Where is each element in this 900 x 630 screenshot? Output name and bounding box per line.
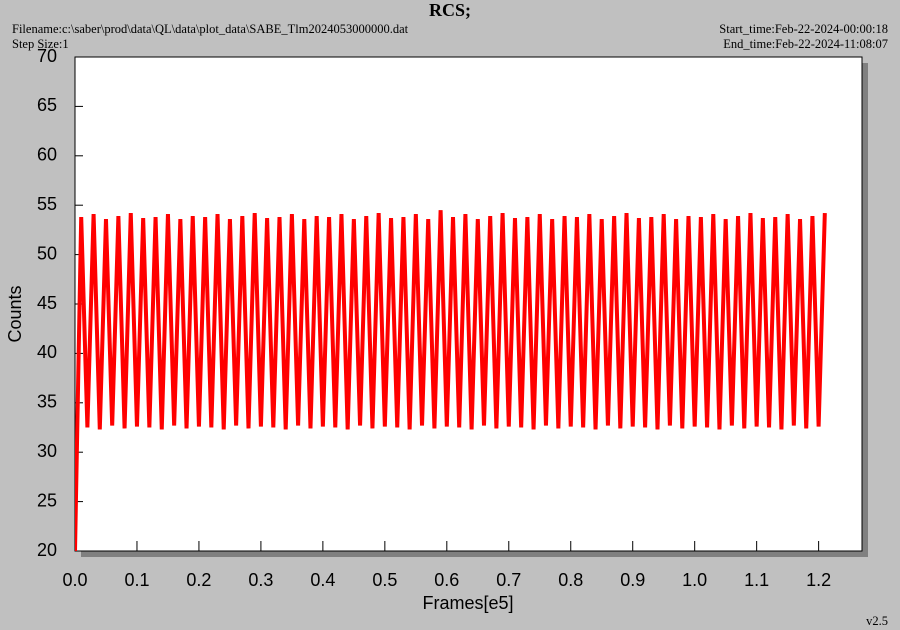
y-tick-label: 35 [37, 392, 57, 412]
y-tick-label: 55 [37, 194, 57, 214]
y-tick-label: 20 [37, 540, 57, 560]
chart-title: RCS; [429, 0, 471, 20]
y-tick-label: 65 [37, 95, 57, 115]
step-size: Step Size:1 [12, 37, 69, 51]
y-tick-label: 30 [37, 441, 57, 461]
x-tick-label: 0.2 [186, 570, 211, 590]
end-time: End_time:Feb-22-2024-11:08:07 [723, 37, 888, 51]
y-tick-label: 70 [37, 46, 57, 66]
x-tick-label: 0.6 [434, 570, 459, 590]
data-line [75, 210, 827, 551]
filename: Filename:c:\saber\prod\data\QL\data\plot… [12, 22, 409, 36]
x-tick-label: 0.9 [620, 570, 645, 590]
version: v2.5 [866, 614, 888, 628]
y-tick-label: 45 [37, 293, 57, 313]
y-tick-label: 50 [37, 243, 57, 263]
x-tick-label: 0.0 [62, 570, 87, 590]
x-tick-label: 0.7 [496, 570, 521, 590]
x-tick-label: 1.1 [744, 570, 769, 590]
x-tick-label: 0.4 [310, 570, 335, 590]
x-tick-label: 0.5 [372, 570, 397, 590]
y-tick-label: 60 [37, 145, 57, 165]
x-tick-label: 1.2 [806, 570, 831, 590]
x-tick-label: 0.1 [124, 570, 149, 590]
start-time: Start_time:Feb-22-2024-00:00:18 [719, 22, 888, 36]
x-tick-label: 0.8 [558, 570, 583, 590]
x-axis-label: Frames[e5] [422, 593, 513, 613]
x-tick-label: 0.3 [248, 570, 273, 590]
y-tick-label: 25 [37, 490, 57, 510]
y-axis-label: Counts [5, 285, 25, 342]
x-tick-label: 1.0 [682, 570, 707, 590]
y-tick-label: 40 [37, 342, 57, 362]
